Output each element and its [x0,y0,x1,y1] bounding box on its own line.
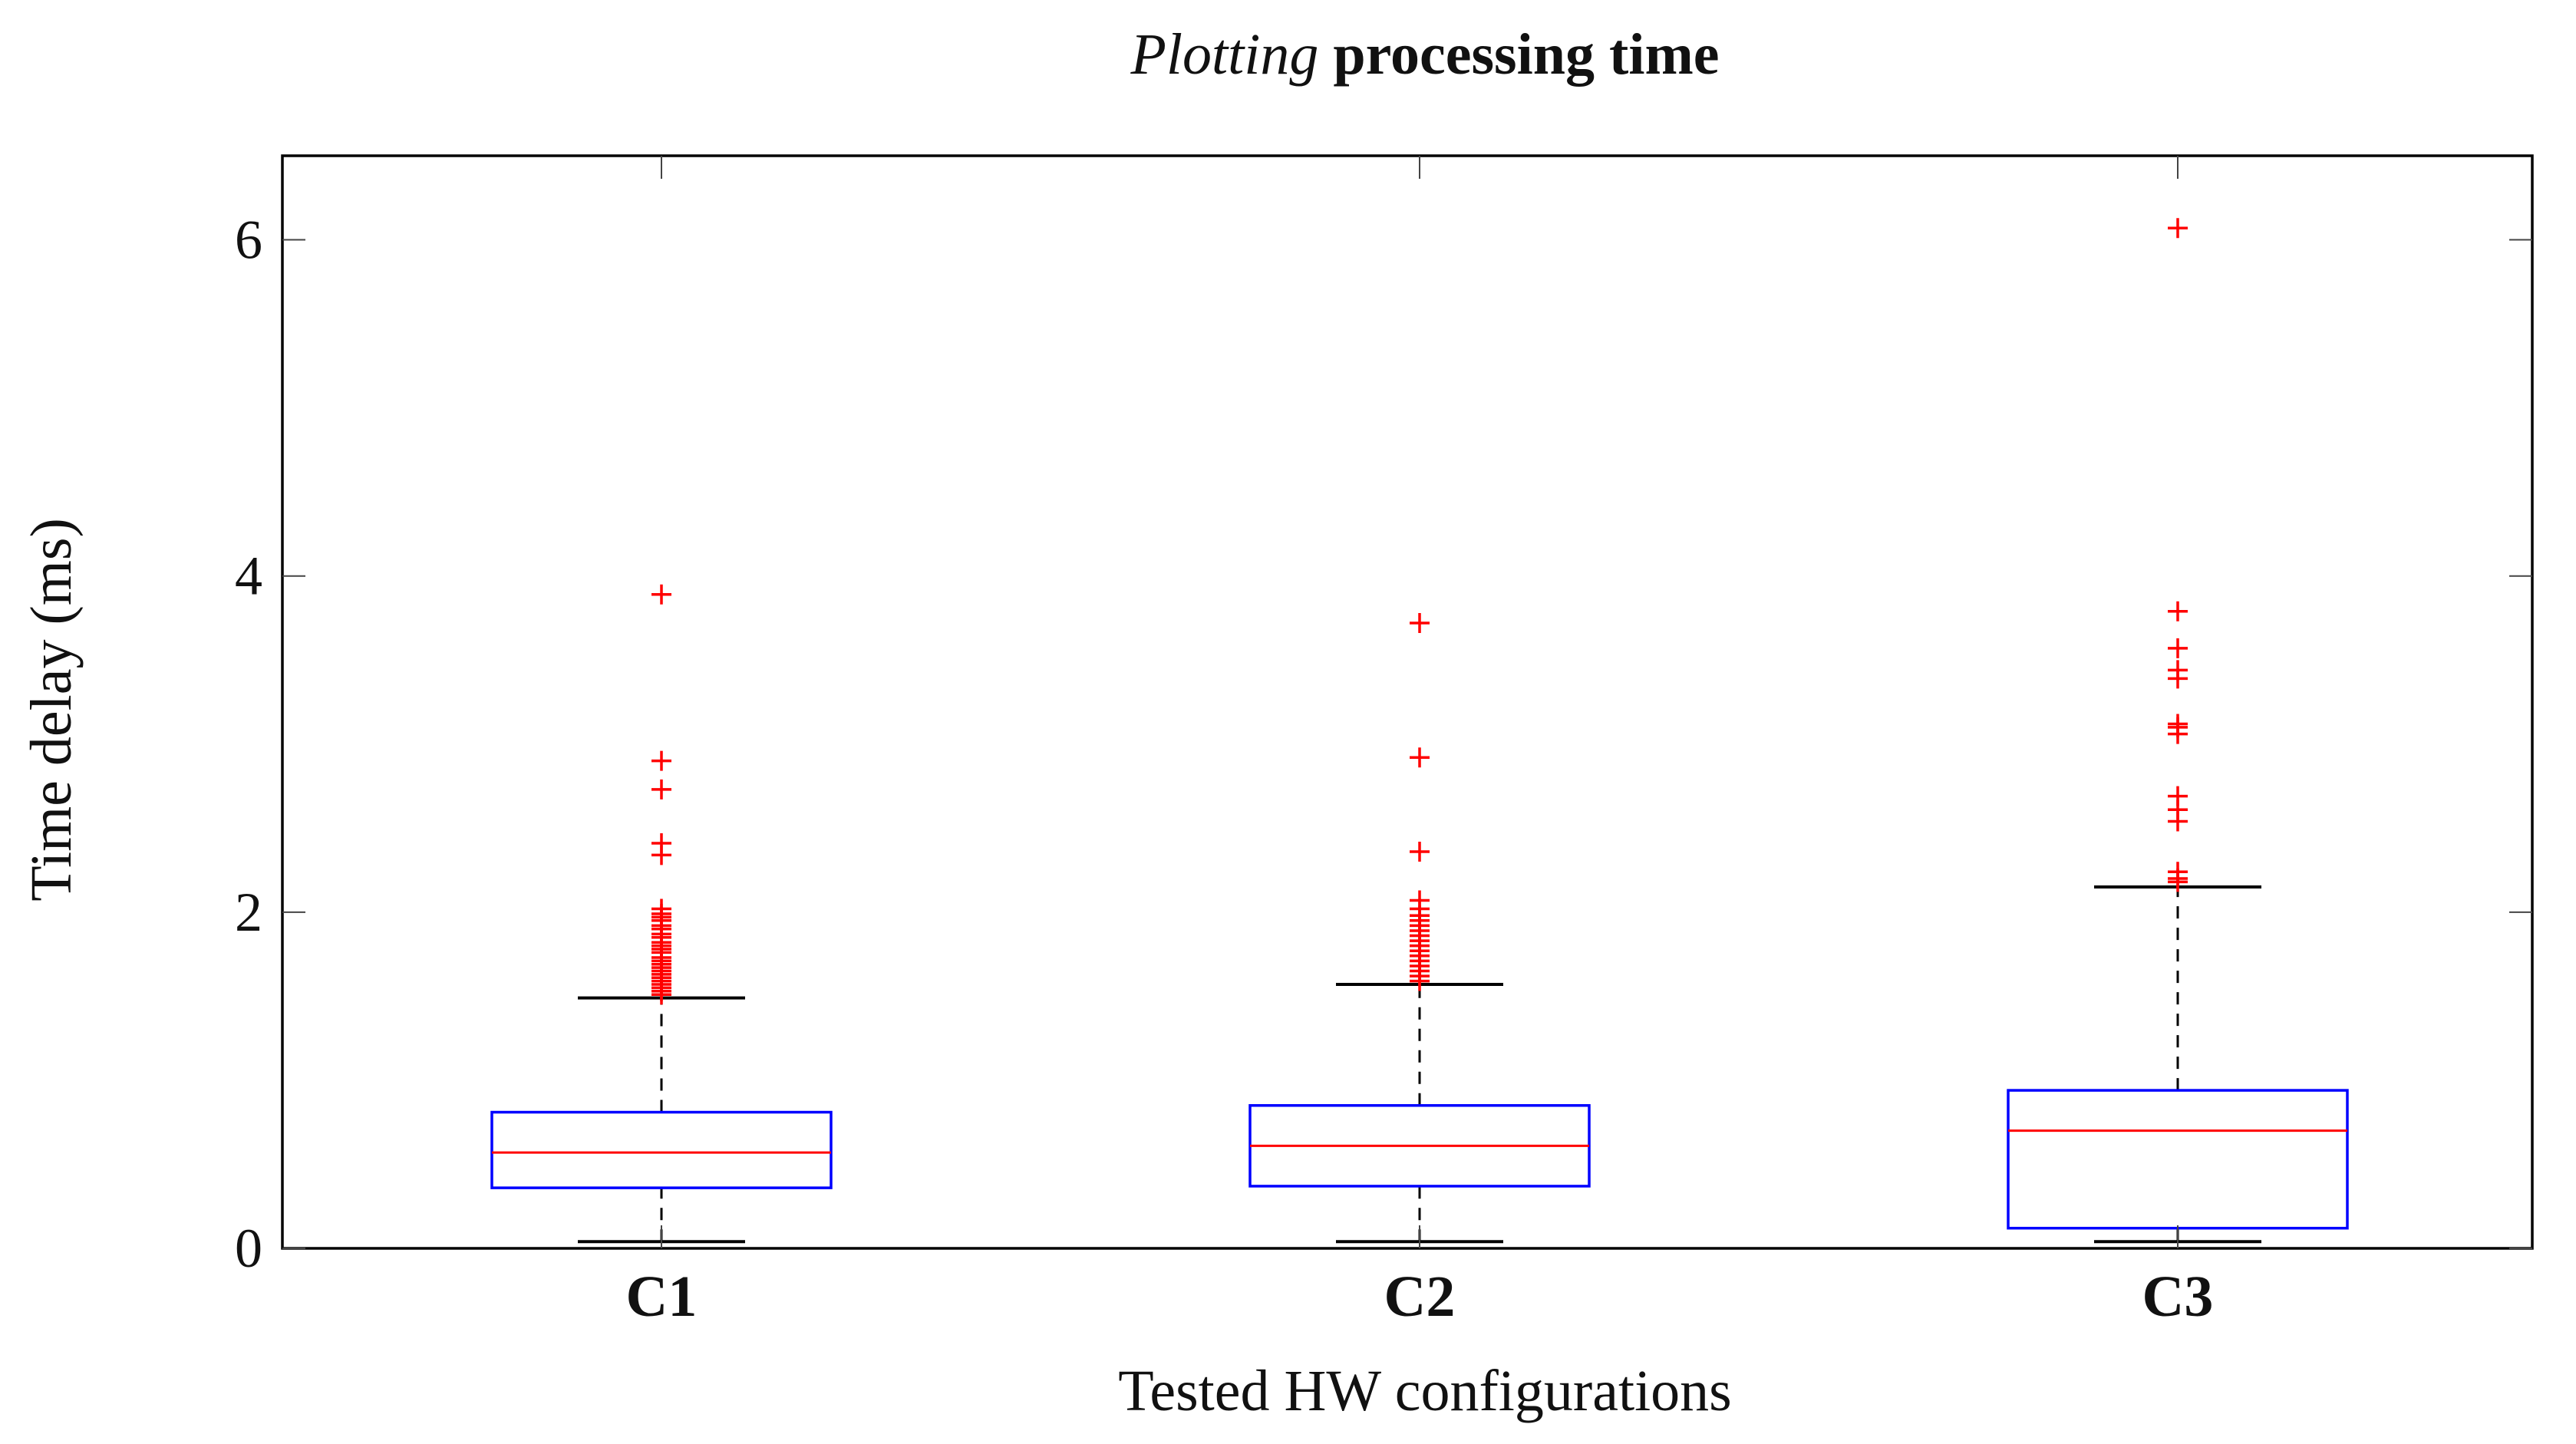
plot-frame [281,154,2534,1250]
chart-title: Plotting processing time [1130,22,1720,87]
outlier-point [651,750,671,771]
outlier-point [651,845,671,865]
y-tick-label: 6 [235,209,262,271]
y-tick-label: 2 [235,882,262,943]
outlier-point [2168,668,2188,689]
box-c3 [2007,1089,2349,1230]
outlier-point [2168,601,2188,621]
x-category-labels: C1 C2 C3 [626,1264,2214,1329]
x-category-label: C3 [2142,1264,2214,1329]
x-category-label: C1 [626,1264,698,1329]
outlier-point [1410,841,1430,862]
outlier-point [2168,724,2188,744]
outlier-point [1410,971,1430,991]
plot-area [281,154,2534,1250]
outlier-point [2168,811,2188,832]
y-axis-label: Time delay (ms) [19,518,84,902]
x-category-label: C2 [1384,1264,1456,1329]
y-tick-label: 0 [235,1218,262,1279]
y-tick-label: 4 [235,546,262,607]
outlier-point [2168,872,2188,892]
outlier-point [651,984,671,1005]
outlier-point [1410,613,1430,634]
chart-title-italic: Plotting [1130,22,1319,87]
outlier-point [651,584,671,605]
outlier-point [2168,218,2188,239]
box-c1 [490,1110,833,1189]
x-axis-label: Tested HW configurations [1118,1359,1732,1423]
chart-title-rest: processing time [1318,22,1719,87]
outlier-point [2168,638,2188,658]
outlier-point [1410,747,1430,768]
outlier-point [651,779,671,799]
y-ticks: 0 2 4 6 [235,156,2532,1279]
